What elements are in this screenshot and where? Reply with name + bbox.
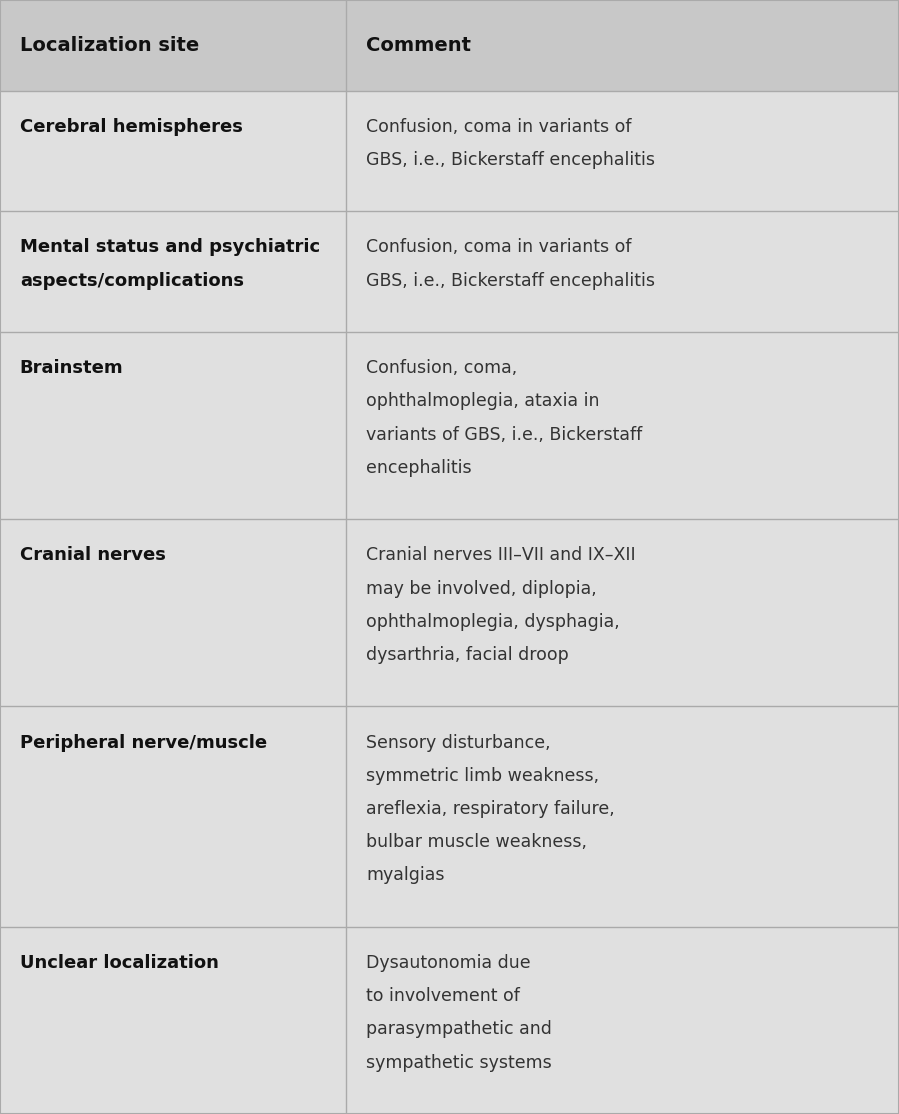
Text: Dysautonomia due: Dysautonomia due [366,954,530,973]
Text: Cranial nerves III–VII and IX–XII: Cranial nerves III–VII and IX–XII [366,547,636,565]
Text: Confusion, coma in variants of: Confusion, coma in variants of [366,118,631,136]
Text: Confusion, coma in variants of: Confusion, coma in variants of [366,238,631,256]
Text: Brainstem: Brainstem [20,359,123,378]
Text: myalgias: myalgias [366,867,444,885]
Text: sympathetic systems: sympathetic systems [366,1054,552,1072]
Text: ophthalmoplegia, ataxia in: ophthalmoplegia, ataxia in [366,392,600,410]
Text: Cerebral hemispheres: Cerebral hemispheres [20,118,243,136]
Text: Unclear localization: Unclear localization [20,954,218,973]
Text: GBS, i.e., Bickerstaff encephalitis: GBS, i.e., Bickerstaff encephalitis [366,272,654,290]
Text: ophthalmoplegia, dysphagia,: ophthalmoplegia, dysphagia, [366,613,619,631]
Text: Comment: Comment [366,36,471,55]
Text: Mental status and psychiatric: Mental status and psychiatric [20,238,320,256]
Text: Cranial nerves: Cranial nerves [20,547,165,565]
Text: Sensory disturbance,: Sensory disturbance, [366,734,550,752]
Text: to involvement of: to involvement of [366,987,520,1005]
Text: aspects/complications: aspects/complications [20,272,244,290]
Text: symmetric limb weakness,: symmetric limb weakness, [366,766,599,785]
Text: Localization site: Localization site [20,36,199,55]
Text: dysarthria, facial droop: dysarthria, facial droop [366,646,569,664]
Text: Confusion, coma,: Confusion, coma, [366,359,517,378]
Text: areflexia, respiratory failure,: areflexia, respiratory failure, [366,800,615,818]
Bar [0,0,899,90]
Text: may be involved, diplopia,: may be involved, diplopia, [366,579,597,597]
Text: encephalitis: encephalitis [366,459,471,477]
Text: GBS, i.e., Bickerstaff encephalitis: GBS, i.e., Bickerstaff encephalitis [366,152,654,169]
Text: bulbar muscle weakness,: bulbar muscle weakness, [366,833,587,851]
Text: parasympathetic and: parasympathetic and [366,1020,552,1038]
Text: variants of GBS, i.e., Bickerstaff: variants of GBS, i.e., Bickerstaff [366,426,642,443]
Text: Peripheral nerve/muscle: Peripheral nerve/muscle [20,734,267,752]
